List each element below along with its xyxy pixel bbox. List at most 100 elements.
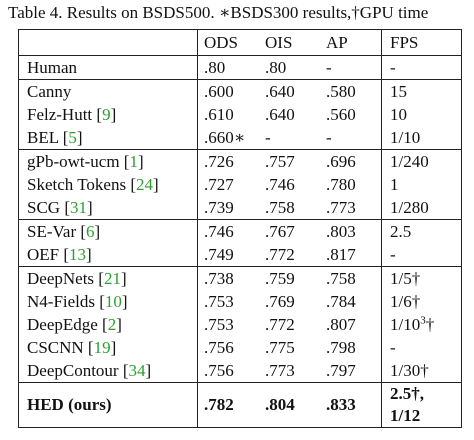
value-cell: .797 xyxy=(320,359,382,383)
value-cell: .753 xyxy=(198,313,260,336)
method-name: ] xyxy=(137,151,144,171)
value-cell: - xyxy=(381,243,462,267)
method-name: ] xyxy=(94,221,101,241)
value-cell: .756 xyxy=(198,336,260,359)
table-caption: Table 4. Results on BSDS500. ∗BSDS300 re… xyxy=(8,3,429,22)
value-cell: 2.5†, 1/12 xyxy=(381,382,462,428)
table-row: DeepEdge [2] .753 .772 .807 1/103† xyxy=(18,313,462,336)
method-name: DeepContour [ xyxy=(27,360,129,380)
value: .640 xyxy=(265,104,295,124)
method-cell: BEL [5] xyxy=(18,126,198,150)
method-name: ] xyxy=(76,127,83,147)
value: 2.5†, xyxy=(390,384,424,403)
value-cell: .739 xyxy=(198,196,260,220)
value-cell: .767 xyxy=(259,220,320,244)
value-cell: .580 xyxy=(320,80,382,104)
citation: 1 xyxy=(129,151,138,171)
table-row: SE-Var [6] .746 .767 .803 2.5 xyxy=(18,219,462,244)
value-cell: 10 xyxy=(381,103,462,126)
method-cell: N4-Fields [10] xyxy=(18,290,198,313)
method-name: OEF [ xyxy=(27,244,70,264)
value: 1/10 xyxy=(390,314,421,334)
value: .753 xyxy=(204,291,234,311)
value-cell: .772 xyxy=(259,243,320,267)
value: .773 xyxy=(265,360,295,380)
value: .758 xyxy=(326,268,356,288)
value-cell: - xyxy=(320,126,382,150)
value-cell: 1 xyxy=(381,173,462,196)
value-cell: 1/280 xyxy=(381,196,462,220)
value: .746 xyxy=(204,221,234,241)
value-cell: .640 xyxy=(259,103,320,126)
value-cell: 1/10 xyxy=(381,126,462,150)
value: .798 xyxy=(326,337,356,357)
row-group: DeepNets [21] .738.759.758 1/5† N4-Fields [… xyxy=(18,266,462,383)
method-name: ] xyxy=(86,244,92,264)
results-table: ODS OIS AP FPS Human .80 .80 - - Canny .600 .640 .5… xyxy=(18,29,462,428)
value: .80 xyxy=(204,57,226,77)
value: 2.5 xyxy=(390,221,412,241)
value: .804 xyxy=(265,395,295,414)
method-name: ] xyxy=(86,197,93,217)
value-cell: .757 xyxy=(259,150,320,174)
header-cell xyxy=(18,29,198,56)
value-cell: .772 xyxy=(259,313,320,336)
superscript: 3 xyxy=(420,314,426,326)
value: .560 xyxy=(326,104,356,124)
value: - xyxy=(390,244,396,264)
value: .758 xyxy=(265,197,295,217)
table-row: HED (ours) .782 .804 .833 2.5†, 1/12 xyxy=(18,382,462,428)
value-cell: .738 xyxy=(198,267,260,291)
value: .775 xyxy=(265,337,295,357)
value-cell: .817 xyxy=(320,243,382,267)
value-cell: 1/30† xyxy=(381,359,462,383)
citation: 9 xyxy=(102,104,111,124)
method-cell: gPb-owt-ucm [1] xyxy=(18,149,198,173)
header-row: ODS OIS AP FPS xyxy=(18,29,462,56)
value-cell: .759 xyxy=(259,267,320,291)
table-row: Canny .600 .640 .580 15 xyxy=(18,79,462,104)
value: .803 xyxy=(326,221,356,241)
citation: 34 xyxy=(128,360,146,380)
value-cell: .758 xyxy=(259,196,320,220)
value-cell: .756 xyxy=(198,359,260,383)
value: 1/10 xyxy=(390,127,421,147)
method-cell: HED (ours) xyxy=(18,382,198,428)
value: .600 xyxy=(204,81,234,101)
value-cell: .80 xyxy=(198,56,260,80)
value-cell: .610 xyxy=(198,103,260,126)
value: .738 xyxy=(204,268,234,288)
method-name: ] xyxy=(120,268,127,288)
value-cell: - xyxy=(259,126,320,150)
citation: 5 xyxy=(68,127,77,147)
citation: 2 xyxy=(107,314,117,334)
header-label: OIS xyxy=(265,32,293,52)
value: 1/5† xyxy=(390,268,421,288)
value: .780 xyxy=(326,174,356,194)
value: - xyxy=(265,127,271,147)
value-cell: - xyxy=(381,55,462,80)
value: .797 xyxy=(326,360,356,380)
method-name: N4-Fields [ xyxy=(27,291,105,311)
value: † xyxy=(425,314,435,334)
value: .580 xyxy=(326,81,356,101)
method-cell: DeepContour [34] xyxy=(18,359,198,383)
value: .756 xyxy=(204,337,234,357)
table-row: OEF [13] .749 .772 .817 - xyxy=(18,243,462,267)
table-row: CSCNN [19] .756 .775 .798 - xyxy=(18,336,462,359)
value-cell: .833 xyxy=(320,383,382,428)
value-cell: .807 xyxy=(320,313,382,336)
value: .772 xyxy=(265,244,295,264)
row-group: gPb-owt-ucm [1] .726.757.696 1/240 Sketch T… xyxy=(18,149,462,220)
value: .739 xyxy=(204,197,234,217)
method-name: ] xyxy=(121,291,128,311)
value: 1/12 xyxy=(390,406,421,425)
row-group: HED (ours) .782 .804 .833 2.5†, 1/12 xyxy=(18,382,462,428)
value-cell: .600 xyxy=(198,80,260,104)
header-cell: FPS xyxy=(381,29,462,56)
table-row: SCG [31] .739 .758 .773 1/280 xyxy=(18,196,462,220)
value-cell: .803 xyxy=(320,220,382,244)
value-cell: 15 xyxy=(381,79,462,103)
value-cell: .80 xyxy=(259,56,320,80)
